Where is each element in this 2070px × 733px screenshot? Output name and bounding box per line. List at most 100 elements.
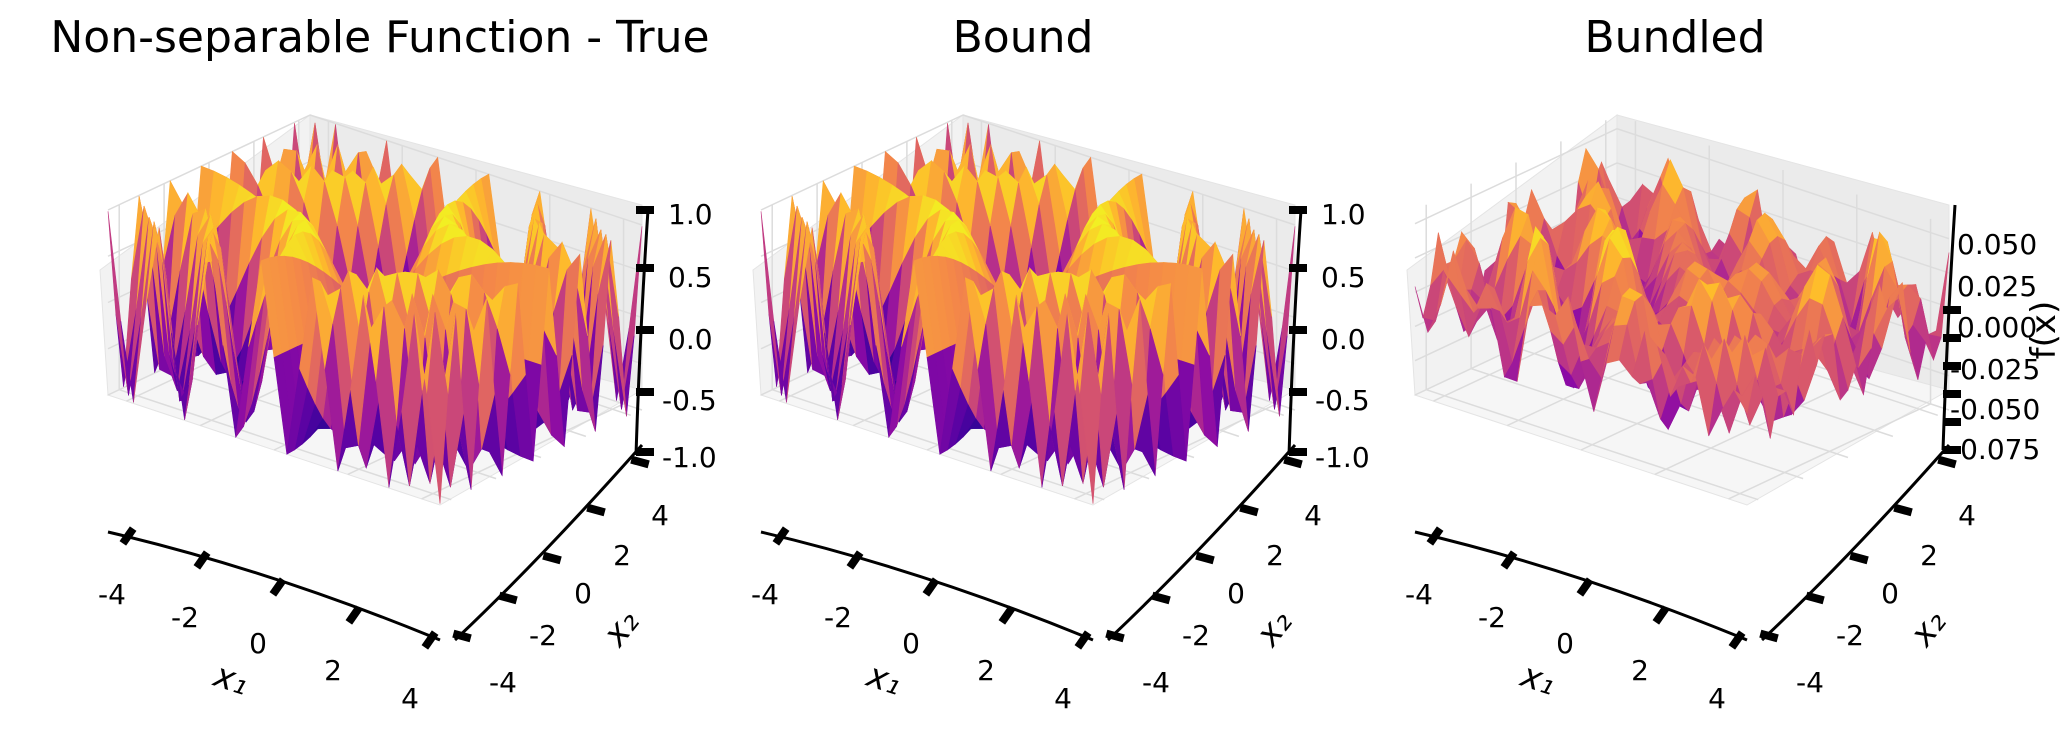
z-axis: 1.0 0.5 0.0 -0.5 -1.0 <box>1287 198 1370 474</box>
surface <box>1414 147 1950 439</box>
x-axis: -4 -2 0 2 4 x₁ <box>1405 526 1748 715</box>
tick-mark <box>772 526 790 546</box>
z-tick-marks <box>1289 206 1307 456</box>
y-axis-line <box>1760 444 1951 642</box>
z-tick-label: 1.0 <box>668 198 713 231</box>
gridline <box>1414 128 1618 225</box>
tick-mark <box>636 264 654 272</box>
y-tick-label: 0 <box>1227 577 1245 610</box>
x-axis-line <box>107 530 441 642</box>
x-tick-label: 0 <box>249 627 267 660</box>
z-tick-label: -0.5 <box>662 384 717 417</box>
y-tick-label: 0 <box>1881 577 1899 610</box>
tick-mark <box>1576 577 1594 597</box>
y-tick-label: 2 <box>613 539 631 572</box>
tick-mark <box>119 526 137 546</box>
panel-title: Non-separable Function - True <box>50 12 709 63</box>
tick-mark <box>1652 605 1670 625</box>
x-tick-label: 4 <box>1708 682 1726 715</box>
surface <box>107 122 643 504</box>
y-tick-label: -4 <box>1796 666 1824 699</box>
z-tick-label: 0.5 <box>668 261 713 294</box>
panel-title: Bundled <box>1584 12 1765 63</box>
tick-mark <box>1943 418 1961 426</box>
y-axis: -4 -2 0 2 4 x₂ <box>452 444 669 699</box>
tick-mark <box>421 630 439 650</box>
z-tick-label: -0.050 <box>1950 393 2040 426</box>
gridline <box>760 114 964 211</box>
x-tick-label: 2 <box>1631 654 1649 687</box>
y-axis-label: x₂ <box>595 602 648 654</box>
x-axis-line <box>1414 530 1748 642</box>
x-tick-label: 0 <box>902 627 920 660</box>
z-tick-label: 0.050 <box>1957 228 2037 261</box>
surface-cell <box>426 312 449 504</box>
tick-mark <box>1289 388 1307 396</box>
y-tick-marks <box>1105 455 1303 643</box>
tick-mark <box>1195 551 1215 565</box>
panel-true: Non-separable Function - True -4 -2 0 2 … <box>50 12 716 715</box>
x-axis-line <box>760 530 1094 642</box>
z-axis: 0.050 0.025 0.000 -0.025 -0.050 -0.075 f… <box>1941 204 2064 466</box>
z-tick-marks <box>636 206 654 456</box>
tick-mark <box>1759 629 1779 643</box>
x-axis-label: x₁ <box>1515 655 1560 704</box>
tick-mark <box>1937 455 1957 469</box>
tick-mark <box>193 550 211 570</box>
gridline <box>962 114 1296 226</box>
z-tick-label: 1.0 <box>1321 198 1366 231</box>
tick-mark <box>1289 206 1307 214</box>
tick-mark <box>1943 306 1961 314</box>
surface-cell <box>1079 312 1102 504</box>
y-axis: -4 -2 0 2 4 x₂ <box>1105 444 1322 699</box>
x-axis-label: x₁ <box>208 655 253 704</box>
gridline <box>118 389 452 501</box>
tick-mark <box>636 326 654 334</box>
z-tick-label: 0.5 <box>1321 261 1366 294</box>
gridline <box>771 389 1105 501</box>
x-tick-label: -2 <box>824 601 852 634</box>
tick-mark <box>1283 455 1303 469</box>
gridline <box>1616 127 1950 240</box>
tick-mark <box>1289 264 1307 272</box>
y-tick-marks <box>1759 455 1957 643</box>
y-tick-label: 2 <box>1266 539 1284 572</box>
tick-mark <box>1849 551 1869 565</box>
x-tick-label: -2 <box>171 601 199 634</box>
y-tick-label: 4 <box>1958 499 1976 532</box>
tick-mark <box>922 577 940 597</box>
tick-mark <box>1500 550 1518 570</box>
y-axis-label: x₂ <box>1902 602 1955 654</box>
surface-cell <box>1733 375 1756 415</box>
tick-mark <box>636 448 654 456</box>
x-tick-label: -2 <box>1478 601 1506 634</box>
x-axis-label: x₁ <box>861 655 906 704</box>
x-axis: -4 -2 0 2 4 x₁ <box>751 526 1094 715</box>
y-tick-label: -2 <box>529 619 557 652</box>
y-tick-label: 0 <box>574 577 592 610</box>
tick-mark <box>636 206 654 214</box>
x-tick-marks <box>772 526 1092 650</box>
tick-mark <box>1426 526 1444 546</box>
z-tick-label: 0.0 <box>668 323 713 356</box>
z-tick-label: -1.0 <box>1315 441 1370 474</box>
z-tick-label: 0.0 <box>1321 323 1366 356</box>
z-tick-label: 0.000 <box>1957 311 2037 344</box>
tick-mark <box>1074 630 1092 650</box>
tick-mark <box>630 455 650 469</box>
x-tick-label: 4 <box>1054 682 1072 715</box>
x-tick-label: -4 <box>1405 578 1433 611</box>
z-tick-label: 0.025 <box>1957 270 2037 303</box>
z-tick-label: -0.5 <box>1315 384 1370 417</box>
y-axis: -4 -2 0 2 4 x₂ <box>1759 444 1976 699</box>
y-tick-marks <box>452 455 650 643</box>
gridline <box>107 114 311 211</box>
y-tick-label: 4 <box>1304 499 1322 532</box>
y-tick-label: 4 <box>651 499 669 532</box>
y-axis-line <box>453 444 644 642</box>
x-tick-label: 2 <box>324 654 342 687</box>
gridline <box>1425 389 1759 501</box>
tick-mark <box>1239 503 1259 517</box>
tick-mark <box>269 577 287 597</box>
z-axis: 1.0 0.5 0.0 -0.5 -1.0 <box>634 198 717 474</box>
